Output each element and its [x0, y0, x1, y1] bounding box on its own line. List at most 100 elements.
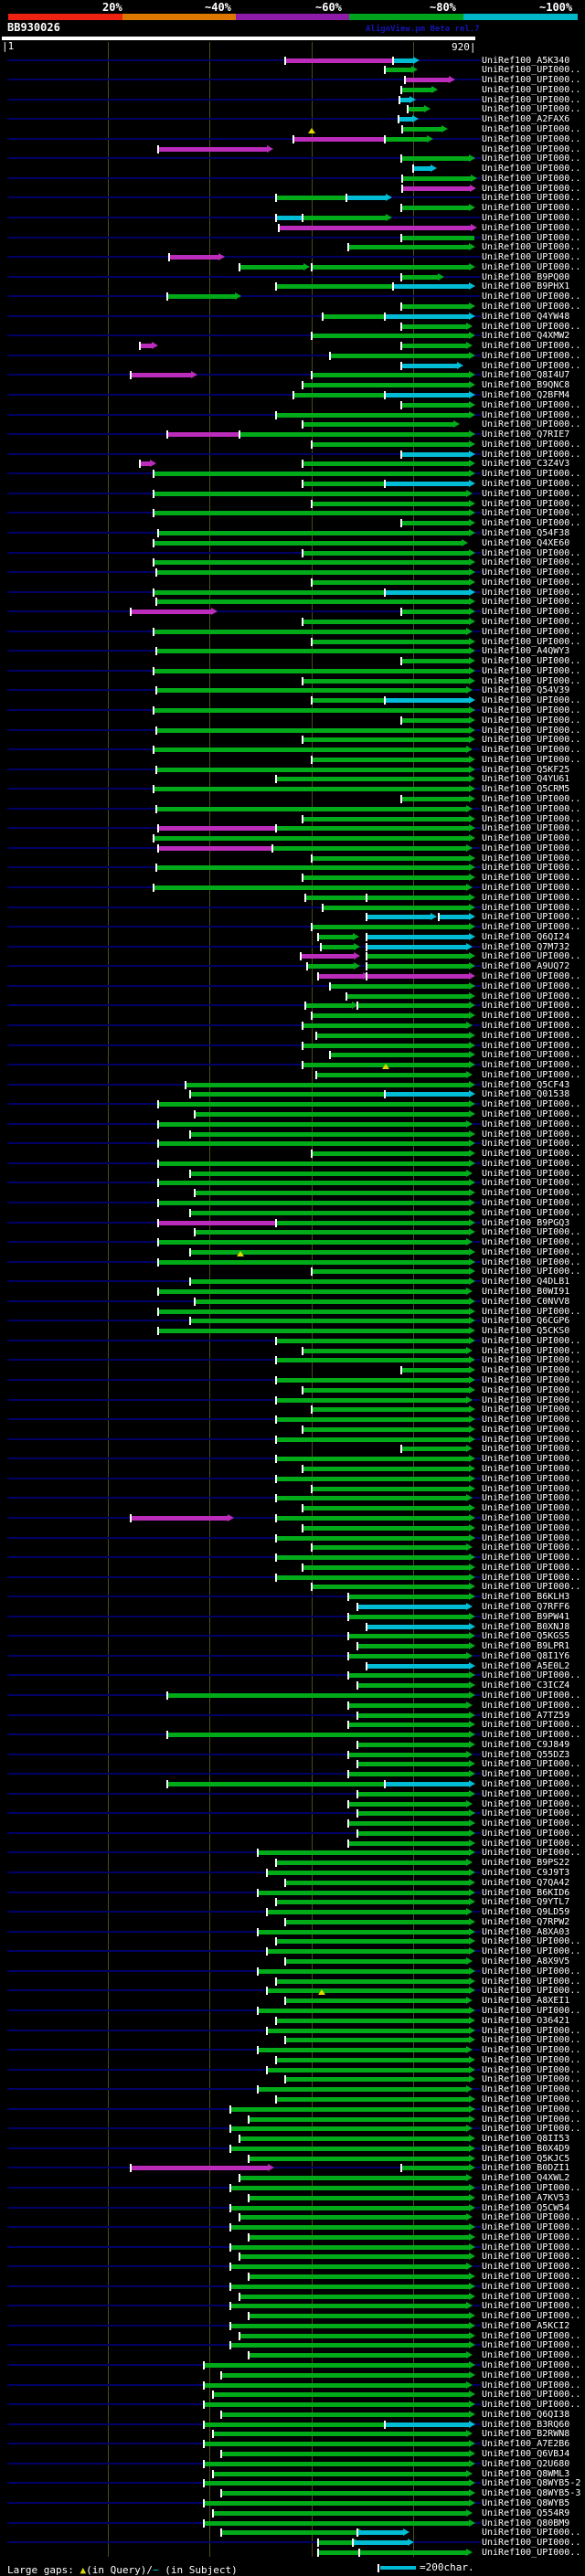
hit-label[interactable]: UniRef100_UPI000..	[482, 518, 581, 529]
alignment-row[interactable]: UniRef100_UPI000..	[0, 252, 585, 262]
hit-label[interactable]: UniRef100_UPI000..	[482, 2222, 581, 2233]
hit-label[interactable]: UniRef100_UPI000..	[482, 1394, 581, 1405]
hit-label[interactable]: UniRef100_UPI000..	[482, 2350, 581, 2361]
hit-label[interactable]: UniRef100_UPI000..	[482, 1779, 581, 1789]
alignment-row[interactable]: UniRef100_UPI000..	[0, 1178, 585, 1188]
hit-label[interactable]: UniRef100_Q4XMW2	[482, 331, 570, 342]
hit-label[interactable]: UniRef100_UPI000..	[482, 1720, 581, 1731]
hit-label[interactable]: UniRef100_Q5CW54	[482, 2202, 570, 2213]
hit-label[interactable]: UniRef100_UPI000..	[482, 2182, 581, 2193]
alignment-row[interactable]: UniRef100_UPI000..	[0, 2350, 585, 2360]
alignment-row[interactable]: UniRef100_UPI000..	[0, 1730, 585, 1740]
hit-label[interactable]: UniRef100_UPI000..	[482, 1582, 581, 1593]
alignment-row[interactable]: UniRef100_UPI000..	[0, 695, 585, 705]
hit-label[interactable]: UniRef100_UPI000..	[482, 302, 581, 312]
alignment-row[interactable]: UniRef100_B9PW41	[0, 1612, 585, 1622]
hit-label[interactable]: UniRef100_UPI000..	[482, 1178, 581, 1189]
alignment-row[interactable]: UniRef100_B3RQ60	[0, 2420, 585, 2430]
alignment-row[interactable]: UniRef100_Q7QA42	[0, 1878, 585, 1888]
alignment-row[interactable]: UniRef100_Q7M732	[0, 942, 585, 952]
hit-label[interactable]: UniRef100_UPI000..	[482, 656, 581, 667]
alignment-row[interactable]: UniRef100_A8X9V5	[0, 1956, 585, 1966]
hit-label[interactable]: UniRef100_UPI000..	[482, 164, 581, 175]
alignment-row[interactable]: UniRef100_UPI000..	[0, 2222, 585, 2232]
hit-label[interactable]: UniRef100_UPI000..	[482, 419, 581, 430]
alignment-row[interactable]: UniRef100_UPI000..	[0, 726, 585, 736]
alignment-row[interactable]: UniRef100_UPI000..	[0, 814, 585, 824]
alignment-row[interactable]: UniRef100_UPI000..	[0, 1395, 585, 1405]
alignment-row[interactable]: UniRef100_UPI000..	[0, 2340, 585, 2350]
hit-label[interactable]: UniRef100_UPI000..	[482, 1503, 581, 1514]
alignment-row[interactable]: UniRef100_Q5CRM5	[0, 784, 585, 794]
alignment-row[interactable]: UniRef100_UPI000..	[0, 1484, 585, 1494]
hit-label[interactable]: UniRef100_Q2U680	[482, 2458, 570, 2469]
hit-label[interactable]: UniRef100_Q554R9	[482, 2507, 570, 2518]
alignment-row[interactable]: UniRef100_C3Z4V3	[0, 459, 585, 469]
hit-label[interactable]: UniRef100_UPI000..	[482, 1129, 581, 1140]
alignment-row[interactable]: UniRef100_UPI000..	[0, 1169, 585, 1179]
hit-label[interactable]: UniRef100_B6KID6	[482, 1887, 570, 1898]
alignment-row[interactable]: UniRef100_UPI000..	[0, 1542, 585, 1553]
hit-label[interactable]: UniRef100_UPI000..	[482, 1149, 581, 1160]
hit-label[interactable]: UniRef100_Q54F38	[482, 527, 570, 538]
hit-label[interactable]: UniRef100_B9QNC8	[482, 380, 570, 391]
alignment-row[interactable]: UniRef100_C3ICZ4	[0, 1680, 585, 1691]
alignment-row[interactable]: UniRef100_UPI000..	[0, 75, 585, 85]
alignment-row[interactable]: UniRef100_Q9YTL7	[0, 1897, 585, 1907]
hit-label[interactable]: UniRef100_A8XEI1	[482, 1996, 570, 2007]
hit-label[interactable]: UniRef100_UPI000..	[482, 567, 581, 578]
hit-label[interactable]: UniRef100_UPI000..	[482, 675, 581, 686]
alignment-row[interactable]: UniRef100_UPI000..	[0, 1060, 585, 1070]
alignment-row[interactable]: UniRef100_Q4XE60	[0, 538, 585, 548]
hit-label[interactable]: UniRef100_UPI000..	[482, 1798, 581, 1809]
alignment-row[interactable]: UniRef100_Q7RIE7	[0, 429, 585, 440]
hit-label[interactable]: UniRef100_UPI000..	[482, 725, 581, 736]
hit-label[interactable]: UniRef100_UPI000..	[482, 2054, 581, 2065]
alignment-row[interactable]: UniRef100_O36421	[0, 2016, 585, 2026]
hit-label[interactable]: UniRef100_Q8WYB5-2	[482, 2478, 581, 2489]
alignment-row[interactable]: UniRef100_B9PQ00	[0, 272, 585, 282]
alignment-row[interactable]: UniRef100_UPI000..	[0, 893, 585, 903]
hit-label[interactable]: UniRef100_UPI000..	[482, 508, 581, 519]
hit-label[interactable]: UniRef100_Q8WML3	[482, 2468, 570, 2479]
alignment-row[interactable]: UniRef100_UPI000..	[0, 2538, 585, 2548]
alignment-row[interactable]: UniRef100_UPI000..	[0, 548, 585, 558]
hit-label[interactable]: UniRef100_A8X9V5	[482, 1956, 570, 1967]
hit-label[interactable]: UniRef100_UPI000..	[482, 616, 581, 627]
hit-label[interactable]: UniRef100_A8XA03	[482, 1926, 570, 1937]
alignment-row[interactable]: UniRef100_UPI000..	[0, 1415, 585, 1425]
alignment-row[interactable]: UniRef100_B9PS22	[0, 1858, 585, 1868]
alignment-row[interactable]: UniRef100_UPI000..	[0, 164, 585, 174]
alignment-row[interactable]: UniRef100_UPI000..	[0, 1237, 585, 1247]
alignment-row[interactable]: UniRef100_UPI000..	[0, 1986, 585, 1996]
alignment-row[interactable]: UniRef100_UPI000..	[0, 1031, 585, 1041]
hit-label[interactable]: UniRef100_B2RWN8	[482, 2429, 570, 2440]
hit-label[interactable]: UniRef100_UPI000..	[482, 75, 581, 86]
hit-label[interactable]: UniRef100_UPI000..	[482, 1306, 581, 1317]
alignment-row[interactable]: UniRef100_UPI000..	[0, 2380, 585, 2390]
hit-label[interactable]: UniRef100_B9PGQ3	[482, 1217, 570, 1228]
hit-label[interactable]: UniRef100_UPI000..	[482, 1069, 581, 1080]
alignment-row[interactable]: UniRef100_UPI000..	[0, 843, 585, 853]
alignment-row[interactable]: UniRef100_UPI000..	[0, 361, 585, 371]
alignment-row[interactable]: UniRef100_UPI000..	[0, 2331, 585, 2341]
alignment-row[interactable]: UniRef100_UPI000..	[0, 1444, 585, 1454]
alignment-row[interactable]: UniRef100_UPI000..	[0, 745, 585, 755]
hit-label[interactable]: UniRef100_Q6CGP6	[482, 1316, 570, 1327]
alignment-row[interactable]: UniRef100_UPI000..	[0, 95, 585, 105]
alignment-row[interactable]: UniRef100_UPI000..	[0, 489, 585, 499]
alignment-row[interactable]: UniRef100_UPI000..	[0, 1267, 585, 1277]
alignment-row[interactable]: UniRef100_UPI000..	[0, 1405, 585, 1415]
hit-label[interactable]: UniRef100_UPI000..	[482, 2380, 581, 2390]
hit-label[interactable]: UniRef100_Q4XWL2	[482, 2173, 570, 2184]
hit-label[interactable]: UniRef100_UPI000..	[482, 1207, 581, 1218]
hit-label[interactable]: UniRef100_UPI000..	[482, 65, 581, 76]
alignment-row[interactable]: UniRef100_Q8I1Y6	[0, 1651, 585, 1661]
alignment-row[interactable]: UniRef100_UPI000..	[0, 2094, 585, 2104]
hit-label[interactable]: UniRef100_UPI000..	[482, 715, 581, 726]
alignment-row[interactable]: UniRef100_A7KV53	[0, 2193, 585, 2203]
hit-label[interactable]: UniRef100_UPI000..	[482, 2262, 581, 2273]
hit-label[interactable]: UniRef100_UPI000..	[482, 902, 581, 913]
hit-label[interactable]: UniRef100_UPI000..	[482, 399, 581, 410]
hit-label[interactable]: UniRef100_UPI000..	[482, 2369, 581, 2380]
